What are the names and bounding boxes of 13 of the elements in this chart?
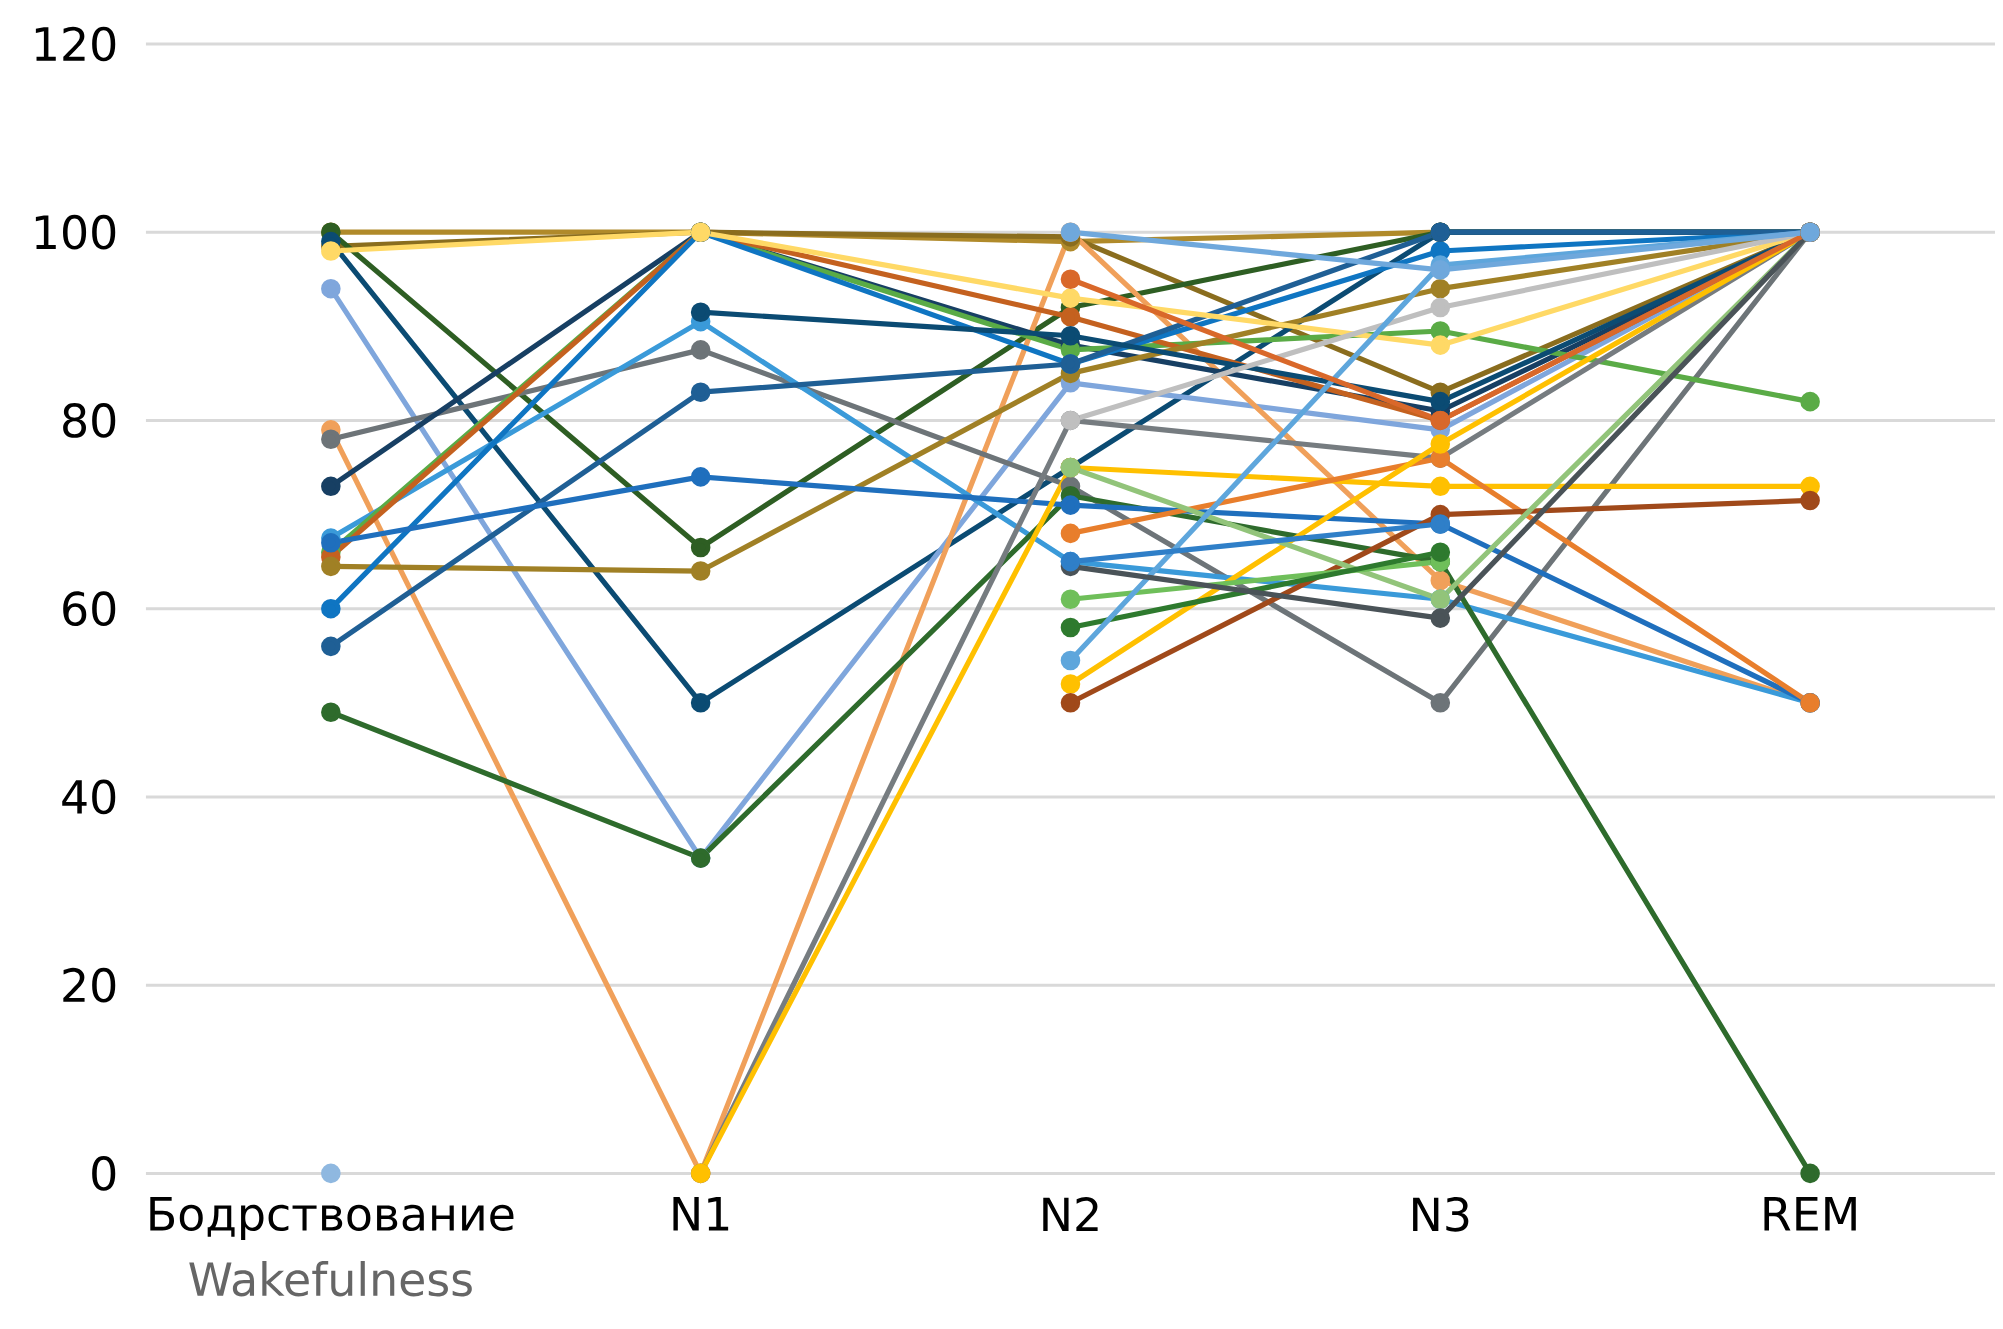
x-tick-label: N1 xyxy=(673,1196,729,1231)
y-tick-label: 60 xyxy=(63,591,116,626)
x-tick-label: N3 xyxy=(1413,1196,1469,1232)
y-tick-label: 120 xyxy=(35,26,116,62)
x-tick-label: N2 xyxy=(1043,1196,1098,1231)
y-tick-label: 0 xyxy=(92,1155,116,1191)
text: Wakefulness xyxy=(189,1260,472,1297)
y-tick-label: 80 xyxy=(63,402,116,438)
y-tick-label: 40 xyxy=(62,779,116,815)
y-tick-label: 100 xyxy=(35,214,116,250)
x-tick-label: REM xyxy=(1764,1196,1856,1231)
x-tick-label: Бодрствование xyxy=(150,1196,514,1240)
y-tick-label: 20 xyxy=(63,967,116,1003)
